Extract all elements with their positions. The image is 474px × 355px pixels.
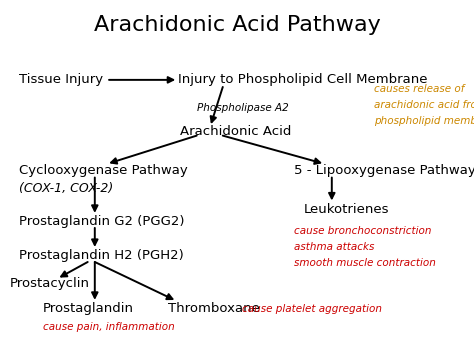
- Text: Leukotrienes: Leukotrienes: [303, 203, 389, 216]
- Text: Prostaglandin H2 (PGH2): Prostaglandin H2 (PGH2): [19, 249, 184, 262]
- Text: Prostaglandin G2 (PGG2): Prostaglandin G2 (PGG2): [19, 215, 184, 228]
- Text: Prostaglandin: Prostaglandin: [43, 302, 134, 315]
- Text: Cyclooxygenase Pathway: Cyclooxygenase Pathway: [19, 164, 188, 177]
- Text: Injury to Phospholipid Cell Membrane: Injury to Phospholipid Cell Membrane: [178, 73, 427, 86]
- Text: Thromboxane: Thromboxane: [168, 302, 260, 315]
- Text: cause pain, inflammation: cause pain, inflammation: [43, 322, 174, 332]
- Text: Arachidonic Acid Pathway: Arachidonic Acid Pathway: [94, 15, 380, 35]
- Text: Phospholipase A2: Phospholipase A2: [197, 103, 289, 113]
- Text: cause bronchoconstriction: cause bronchoconstriction: [294, 226, 431, 236]
- Text: arachidonic acid from: arachidonic acid from: [374, 100, 474, 110]
- Text: cause platelet aggregation: cause platelet aggregation: [242, 304, 382, 314]
- Text: Prostacyclin: Prostacyclin: [9, 278, 90, 290]
- Text: (COX-1, COX-2): (COX-1, COX-2): [19, 182, 113, 195]
- Text: 5 - Lipooxygenase Pathway: 5 - Lipooxygenase Pathway: [294, 164, 474, 177]
- Text: asthma attacks: asthma attacks: [294, 242, 374, 252]
- Text: Arachidonic Acid: Arachidonic Acid: [180, 125, 292, 138]
- Text: smooth muscle contraction: smooth muscle contraction: [294, 258, 436, 268]
- Text: Tissue Injury: Tissue Injury: [19, 73, 103, 86]
- Text: phospholipid membrane: phospholipid membrane: [374, 116, 474, 126]
- Text: causes release of: causes release of: [374, 84, 465, 94]
